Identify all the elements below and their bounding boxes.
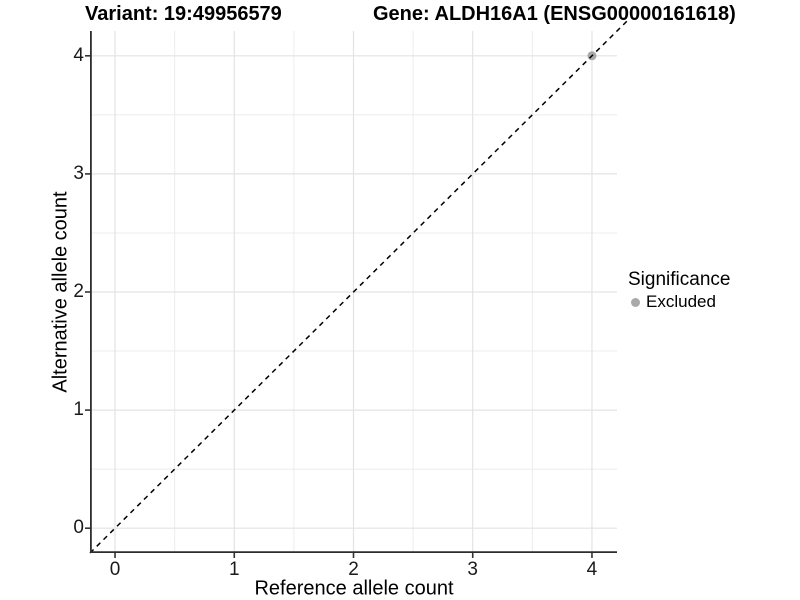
y-tick-label: 3 — [73, 162, 84, 184]
x-tick-label: 2 — [348, 559, 359, 580]
y-tick-label: 0 — [73, 517, 84, 539]
x-tick-label: 4 — [586, 559, 598, 580]
x-axis-title: Reference allele count — [254, 577, 454, 600]
variant-title: Variant: 19:49956579 — [85, 3, 282, 25]
plot-svg — [85, 18, 630, 558]
legend-title: Significance — [628, 269, 731, 290]
y-tick-label: 1 — [73, 399, 84, 421]
gene-title: Gene: ALDH16A1 (ENSG00000161618) — [373, 3, 736, 25]
legend-item-excluded: Excluded — [628, 292, 730, 312]
legend: Significance Excluded — [628, 269, 730, 312]
x-tick-label: 3 — [467, 559, 479, 580]
x-tick-label: 0 — [109, 559, 121, 580]
y-axis-title: Alternative allele count — [49, 191, 72, 393]
y-tick-label: 2 — [73, 281, 84, 302]
y-tick-label: 4 — [73, 44, 84, 66]
plot-panel — [85, 18, 630, 558]
legend-item-label: Excluded — [646, 292, 716, 311]
identity-line — [89, 18, 630, 554]
excluded-point-circle-icon — [631, 297, 640, 307]
x-tick-label: 1 — [228, 559, 240, 580]
